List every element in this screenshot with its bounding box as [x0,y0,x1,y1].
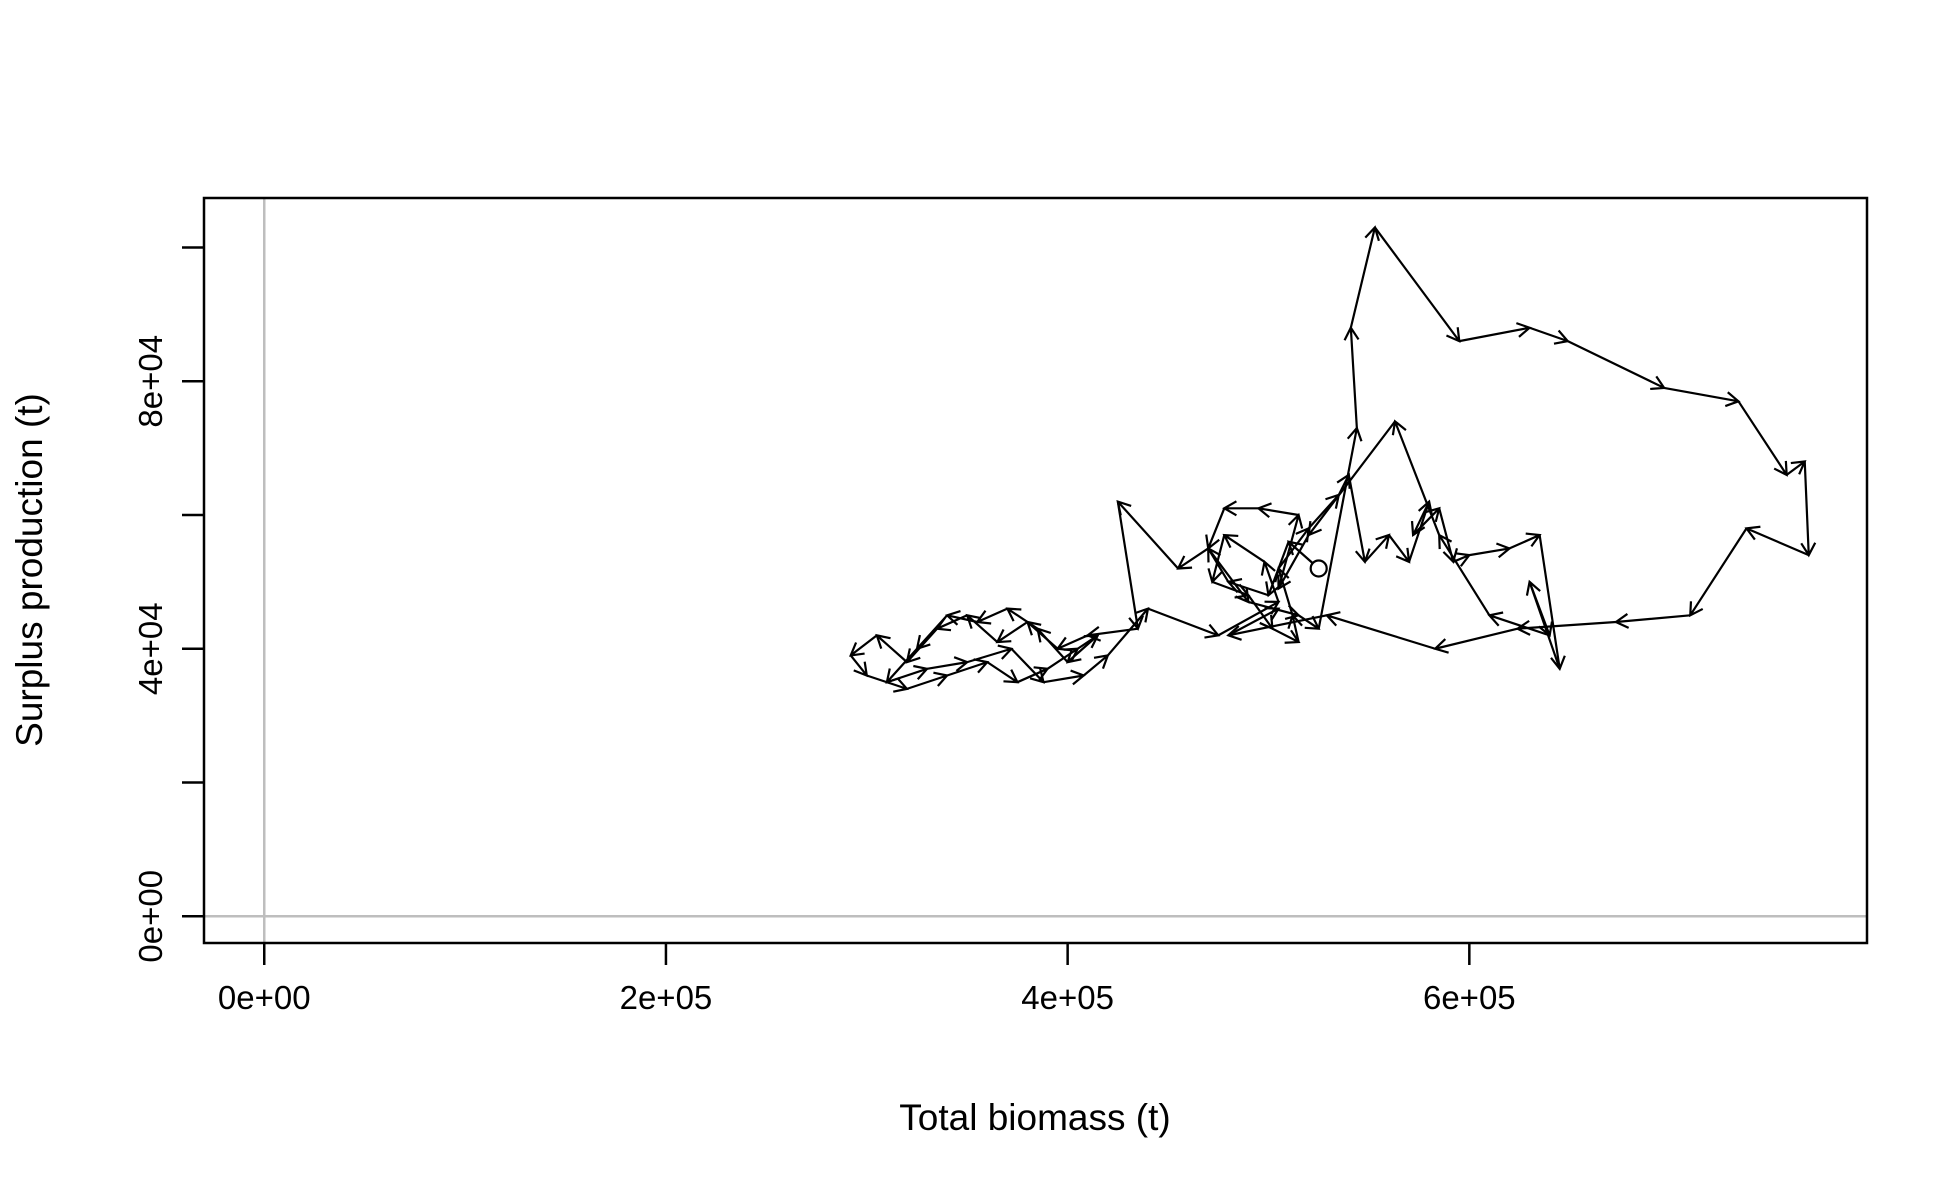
trajectory-arrow [1786,460,1807,476]
trajectory-arrow [1277,534,1310,591]
trajectory-arrow [1663,386,1741,408]
trajectory-arrow [986,661,1020,684]
trajectory-arrow [1256,502,1299,519]
trajectory-arrow [1227,607,1281,637]
y-axis-title: Surplus production (t) [9,393,50,747]
trajectory-arrow [966,644,1014,664]
trajectory-arrow [1538,534,1566,671]
trajectory-arrow [849,654,869,678]
trajectory-arrow [1222,500,1259,517]
trajectory-arrow [1469,542,1512,559]
trajectory-arrow [1176,547,1209,570]
trajectory-arrow [1737,400,1788,477]
trajectory-arrow [1277,512,1304,589]
trajectory-arrow [995,621,1029,644]
trajectory-arrow [1324,611,1436,650]
trajectory-arrow [1106,606,1150,657]
x-tick-label: 2e+05 [620,979,713,1016]
trajectory-arrow [1347,474,1371,564]
trajectory-arrow [926,656,970,672]
x-tick-label: 6e+05 [1423,979,1516,1016]
trajectory-arrow [848,634,878,657]
trajectory-arrow [1567,340,1667,391]
trajectory-arrow [1438,508,1459,564]
trajectory-arrow [1412,506,1441,536]
start-point [1309,559,1328,578]
trajectory-arrow [1509,532,1542,550]
trajectory-arrow [1800,461,1817,558]
x-tick-label: 4e+05 [1021,979,1114,1016]
trajectory-arrow [1515,619,1617,636]
trajectory-arrow [915,614,948,651]
trajectory-arrow [1613,613,1691,629]
trajectory-arrow [1082,654,1110,677]
trajectory-arrow [1374,226,1461,343]
trajectory-arrow [1147,607,1221,639]
trajectory-arrow [975,607,1008,625]
trajectory-arrow [1388,534,1411,564]
trajectory-arrow [1317,425,1363,629]
trajectory-arrow [1343,325,1360,429]
trajectory-arrow [1391,419,1441,536]
plot-frame [202,196,1869,945]
trajectory-arrow [1226,614,1327,641]
trajectory-arrow [906,671,950,690]
trajectory-arrow [1298,614,1321,630]
y-tick-label: 4e+04 [132,602,169,695]
trajectory-arrow [1116,501,1144,631]
y-tick-label: 8e+04 [132,335,169,428]
x-axis-title: Total biomass (t) [899,1097,1170,1138]
trajectory-arrow [1307,420,1396,537]
trajectory-arrow [1459,322,1532,343]
trajectory-arrow [1529,326,1570,345]
trajectory-arrow [1065,634,1099,664]
trajectory-arrow [886,664,930,684]
y-tick-label: 0e+00 [132,870,169,963]
x-tick-label: 0e+00 [218,979,311,1016]
trajectory-arrow [1043,669,1086,686]
trajectory-arrow [1349,225,1380,328]
trajectory-arrow [1433,627,1518,654]
trajectory-arrow [875,633,908,663]
trajectory-arrow [905,627,938,664]
trajectory-arrow [1271,627,1301,644]
trajectory-arrow [1036,627,1069,663]
trajectory-arrow [1010,647,1046,684]
trajectory-arrow [1207,534,1226,584]
trajectory-arrow [946,658,990,677]
trajectory-arrow [1689,527,1748,618]
trajectory-arrow [1046,647,1080,670]
trajectory-arrow [1222,533,1266,563]
trajectory-arrow [1438,533,1491,616]
trajectory-arrow [1744,525,1810,557]
trajectory-arrow [1410,501,1431,538]
